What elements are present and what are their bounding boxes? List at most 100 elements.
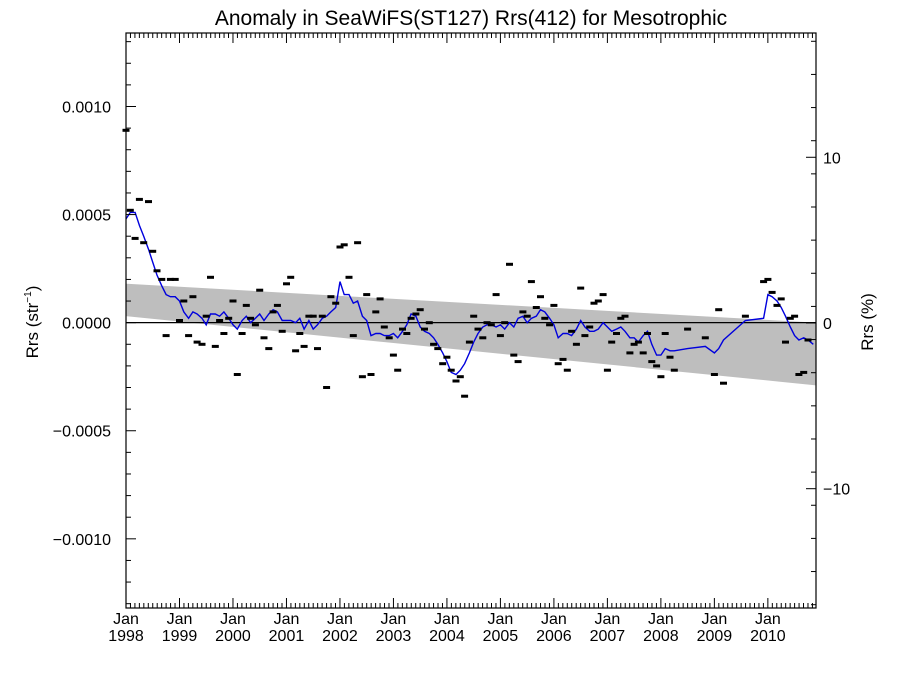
data-point: [644, 332, 651, 335]
data-point: [247, 316, 255, 320]
data-point: [684, 327, 692, 331]
x-tick-label-month: Jan: [274, 611, 300, 628]
x-tick-label-year: 2009: [697, 628, 733, 645]
x-tick-label-month: Jan: [755, 611, 781, 628]
y-left-tick-label: 0.0000: [62, 316, 111, 333]
data-point: [439, 362, 447, 366]
data-point: [474, 327, 482, 331]
data-point: [670, 368, 678, 372]
y-right-tick-label: 10: [823, 150, 841, 167]
data-point: [764, 277, 772, 281]
y-right-tick-label: −10: [823, 482, 850, 499]
data-point: [389, 353, 397, 357]
x-tick-label-month: Jan: [488, 611, 514, 628]
data-point: [220, 332, 228, 335]
data-point: [171, 277, 179, 281]
data-point: [720, 381, 727, 385]
data-point: [501, 321, 509, 325]
y-right-tick-label: 0: [823, 316, 832, 333]
data-point: [363, 293, 371, 297]
data-point: [626, 351, 634, 355]
x-tick-label-month: Jan: [541, 611, 567, 628]
data-point: [661, 332, 669, 335]
data-point: [483, 321, 491, 325]
data-point: [287, 275, 295, 279]
data-point: [786, 316, 794, 320]
data-point: [216, 319, 224, 322]
data-point: [185, 334, 193, 338]
data-point: [795, 373, 803, 376]
data-point: [153, 269, 161, 273]
x-tick-label-month: Jan: [167, 611, 193, 628]
data-point: [666, 355, 674, 359]
data-point: [180, 299, 188, 303]
data-point: [537, 295, 544, 299]
data-point: [269, 310, 277, 314]
chart-title: Anomaly in SeaWiFS(ST127) Rrs(412) for M…: [215, 7, 727, 30]
data-point: [421, 327, 428, 331]
data-point: [443, 355, 451, 359]
data-point: [233, 373, 241, 376]
data-point: [260, 336, 268, 340]
data-point: [211, 344, 219, 348]
data-point: [345, 275, 353, 279]
data-point: [541, 316, 549, 320]
data-point: [791, 314, 799, 318]
data-point: [804, 338, 812, 342]
x-tick-label-month: Jan: [594, 611, 620, 628]
y-left-tick-label: 0.0010: [62, 99, 111, 116]
data-point: [176, 319, 183, 322]
data-point: [506, 262, 513, 266]
data-point: [621, 314, 629, 318]
y-left-tick-label: −0.0005: [53, 424, 111, 441]
y-left-tick-label: −0.0010: [53, 532, 111, 549]
data-point: [265, 347, 273, 351]
data-point: [309, 314, 317, 318]
data-point: [639, 351, 647, 355]
trend-band-polygon: [126, 283, 816, 386]
data-point: [300, 344, 308, 348]
data-point: [318, 314, 326, 318]
data-point: [701, 336, 709, 340]
data-point: [470, 314, 478, 318]
data-point: [657, 375, 665, 379]
x-tick-label-year: 2008: [643, 628, 679, 645]
data-point: [768, 290, 776, 294]
x-tick-label-month: Jan: [113, 611, 139, 628]
y-axis-right-label: Rrs (%): [858, 293, 877, 351]
x-tick-label-year: 2005: [483, 628, 519, 645]
data-point: [251, 323, 259, 327]
data-point: [403, 332, 411, 335]
data-point: [777, 297, 785, 301]
y-axis-right: 10 0 −10: [806, 40, 850, 606]
data-point: [456, 375, 464, 379]
data-point: [461, 394, 469, 398]
data-point: [492, 293, 500, 297]
data-point: [514, 360, 522, 364]
x-tick-label-year: 2003: [376, 628, 412, 645]
x-tick-label-year: 2007: [590, 628, 626, 645]
data-point: [336, 245, 344, 249]
data-point: [434, 347, 442, 351]
data-point: [327, 295, 335, 299]
y-axis-left-label-close: ): [23, 286, 42, 292]
y-axis-left-label-main: Rrs (str: [23, 302, 42, 358]
x-tick-label-year: 1999: [162, 628, 198, 645]
data-point: [519, 310, 527, 314]
data-point: [608, 340, 616, 344]
data-point: [380, 325, 388, 329]
data-point: [407, 316, 415, 320]
data-point: [140, 241, 148, 245]
data-point: [510, 353, 518, 357]
data-point: [532, 306, 540, 309]
y-axis-left: 0.0010 0.0005 0.0000 −0.0005 −0.0010: [53, 41, 136, 605]
data-point: [425, 321, 433, 325]
data-point: [479, 336, 487, 340]
x-tick-label-month: Jan: [220, 611, 246, 628]
data-point: [349, 334, 357, 338]
data-point: [278, 329, 286, 333]
data-point: [229, 299, 237, 303]
data-point: [412, 312, 420, 316]
data-point: [800, 370, 808, 374]
